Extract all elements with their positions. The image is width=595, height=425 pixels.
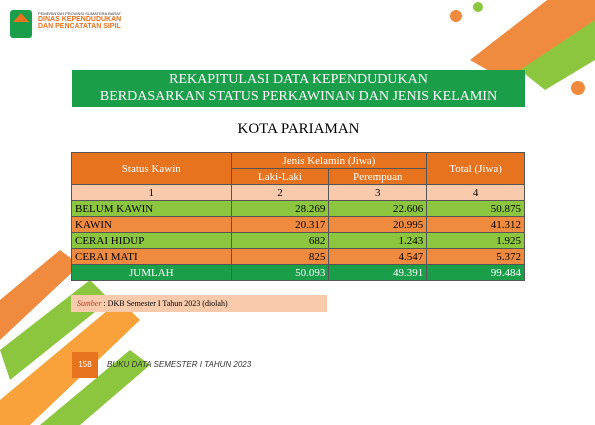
table-cell: 4.547 — [328, 248, 428, 265]
page-number: 158 — [72, 352, 98, 378]
table-cell: 22.606 — [328, 200, 428, 217]
table-cell: 41.312 — [426, 216, 525, 233]
header-cell: Perempuan — [328, 168, 428, 185]
table-cell: 825 — [230, 248, 330, 265]
header-cell: Total (Jiwa) — [426, 152, 525, 185]
table-cell: 5.372 — [426, 248, 525, 265]
table-cell: CERAI MATI — [71, 248, 232, 265]
table-cell: 20.317 — [230, 216, 330, 233]
table-cell: 99.484 — [426, 264, 525, 281]
header-cell: Laki-Laki — [230, 168, 330, 185]
table-cell: 20.995 — [328, 216, 428, 233]
agency-line: DINAS KEPENDUDUKAN — [38, 16, 122, 23]
table-row: BELUM KAWIN 28.269 22.606 50.875 — [71, 200, 525, 217]
header-cell: Status Kawin — [71, 152, 232, 185]
title-line: BERDASARKAN STATUS PERKAWINAN DAN JENIS … — [99, 89, 498, 104]
data-table: Status Kawin Jenis Kelamin (Jiwa) Total … — [71, 152, 525, 281]
table-cell: 1.925 — [426, 232, 525, 249]
subtitle: KOTA PARIAMAN — [237, 121, 360, 137]
table-cell: 682 — [230, 232, 330, 249]
agency-line: DAN PENCATATAN SIPIL — [38, 23, 121, 30]
table-cell: 3 — [328, 184, 428, 201]
table-cell: 28.269 — [230, 200, 330, 217]
table-cell: 50.875 — [426, 200, 525, 217]
table-cell: 1.243 — [328, 232, 428, 249]
table-cell: CERAI HIDUP — [71, 232, 232, 249]
title-box: REKAPITULASI DATA KEPENDUDUKAN BERDASARK… — [72, 70, 525, 107]
source-box: Sumber : DKB Semester I Tahun 2023 (diol… — [71, 295, 327, 312]
table-cell: 50.093 — [230, 264, 330, 281]
table-row: KAWIN 20.317 20.995 41.312 — [71, 216, 525, 233]
table-row: CERAI MATI 825 4.547 5.372 — [71, 248, 525, 265]
title-line: REKAPITULASI DATA KEPENDUDUKAN — [169, 72, 428, 87]
table-cell: 2 — [230, 184, 330, 201]
table-row: CERAI HIDUP 682 1.243 1.925 — [71, 232, 525, 249]
header-cell: Jenis Kelamin (Jiwa) — [230, 152, 428, 169]
table-cell: 1 — [71, 184, 232, 201]
footer-book: BUKU DATA SEMESTER I TAHUN 2023 — [107, 360, 252, 369]
table-cell: JUMLAH — [71, 264, 232, 281]
source-text: : DKB Semester I Tahun 2023 (diolah) — [103, 299, 228, 308]
table-cell: KAWIN — [71, 216, 232, 233]
table-cell: 4 — [426, 184, 525, 201]
table-row: JUMLAH 50.093 49.391 99.484 — [71, 264, 525, 281]
table-cell: 49.391 — [328, 264, 428, 281]
agency-line: PEMERINTAH PROVINSI SUMATERA BARAT — [38, 11, 122, 16]
table-cell: BELUM KAWIN — [71, 200, 232, 217]
source-label: Sumber — [77, 299, 102, 308]
